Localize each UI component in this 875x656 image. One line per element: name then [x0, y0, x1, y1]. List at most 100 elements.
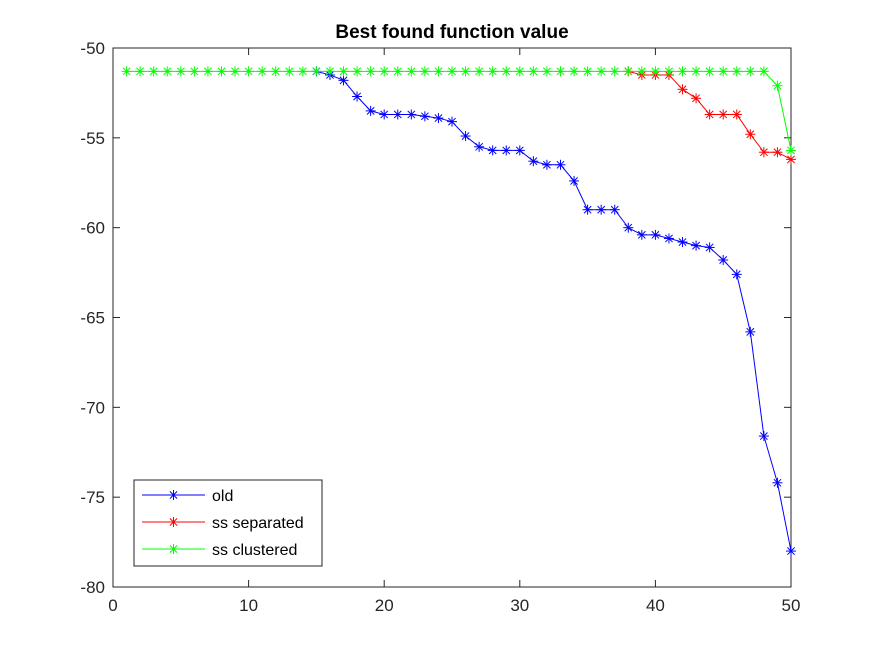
data-point	[379, 109, 390, 120]
legend-item-ss-clustered: ss clustered	[142, 542, 297, 559]
data-point	[758, 66, 769, 77]
data-point	[379, 66, 390, 77]
data-point	[623, 222, 634, 233]
data-point	[731, 109, 742, 120]
legend-box	[133, 479, 323, 567]
data-point	[392, 66, 403, 77]
data-point	[487, 145, 498, 156]
data-point	[691, 66, 702, 77]
x-tick-label: 0	[108, 596, 117, 615]
data-point	[501, 145, 512, 156]
data-point	[447, 66, 457, 77]
data-point	[433, 66, 444, 77]
legend-item-ss-separated: ss separated	[142, 515, 304, 532]
data-point	[609, 66, 620, 77]
data-point	[718, 255, 729, 266]
x-tick-label: 50	[782, 596, 801, 615]
data-point	[704, 66, 715, 77]
data-point	[691, 240, 702, 251]
x-tick-label: 20	[375, 596, 394, 615]
data-point	[189, 66, 200, 77]
data-point	[433, 113, 444, 124]
legend-marker	[168, 517, 179, 527]
data-point	[758, 431, 769, 442]
x-axis: 0 10 20 30 40 50	[108, 48, 800, 615]
data-point	[609, 204, 620, 215]
data-point	[582, 66, 593, 77]
series-old	[311, 66, 796, 557]
x-tick-label: 30	[510, 596, 529, 615]
data-point	[650, 66, 661, 77]
legend-item-old: old	[142, 488, 233, 505]
data-point	[243, 66, 254, 77]
data-point	[474, 141, 485, 152]
data-point	[691, 93, 702, 104]
data-point	[406, 66, 417, 77]
data-point	[555, 159, 566, 170]
data-point	[636, 229, 647, 240]
data-point	[419, 111, 430, 122]
data-point	[148, 66, 159, 77]
data-point	[392, 109, 403, 120]
data-point	[460, 131, 471, 142]
data-point	[596, 66, 607, 77]
data-point	[257, 66, 268, 77]
data-point	[270, 66, 281, 77]
data-point	[352, 66, 363, 77]
legend-label: ss separated	[212, 515, 304, 532]
data-point	[460, 66, 471, 77]
y-axis: -50 -55 -60 -65 -70 -75 -80	[80, 39, 791, 597]
data-point	[514, 66, 525, 77]
data-point	[501, 66, 512, 77]
data-point	[758, 147, 769, 158]
data-point	[365, 66, 376, 77]
data-point	[352, 91, 363, 102]
y-tick-label: -60	[80, 219, 105, 238]
y-tick-label: -70	[80, 398, 105, 417]
data-point	[772, 80, 783, 91]
legend: old ss separated ss clustered	[133, 479, 323, 567]
data-point	[569, 175, 580, 186]
data-point	[786, 546, 796, 557]
data-point	[596, 204, 607, 215]
data-point	[555, 66, 566, 77]
data-point	[135, 66, 146, 77]
data-point	[650, 229, 661, 240]
data-point	[338, 75, 349, 86]
data-point	[406, 109, 417, 120]
x-tick-label: 10	[239, 596, 258, 615]
data-point	[202, 66, 213, 77]
data-point	[718, 66, 729, 77]
data-point	[786, 154, 796, 165]
data-point	[569, 66, 580, 77]
legend-label: old	[212, 488, 233, 505]
y-tick-label: -75	[80, 488, 105, 507]
data-point	[731, 269, 742, 280]
y-tick-label: -55	[80, 129, 105, 148]
data-point	[514, 145, 525, 156]
data-point	[541, 159, 552, 170]
legend-marker	[168, 490, 179, 500]
data-point	[216, 66, 227, 77]
data-point	[745, 66, 756, 77]
data-point	[162, 66, 173, 77]
data-point	[786, 145, 796, 156]
data-point	[230, 66, 241, 77]
data-point	[528, 66, 539, 77]
series-ss-clustered	[121, 66, 796, 156]
data-point	[528, 156, 539, 167]
data-point	[745, 129, 756, 140]
legend-label: ss clustered	[212, 542, 297, 559]
data-point	[582, 204, 593, 215]
data-point	[121, 66, 132, 77]
data-point	[297, 66, 308, 77]
data-point	[636, 66, 647, 77]
data-point	[677, 237, 688, 248]
legend-marker	[168, 544, 179, 554]
chart-title: Best found function value	[335, 22, 568, 43]
data-point	[447, 116, 457, 127]
data-point	[663, 233, 674, 244]
data-point	[474, 66, 485, 77]
y-tick-label: -80	[80, 578, 105, 597]
data-point	[772, 147, 783, 158]
